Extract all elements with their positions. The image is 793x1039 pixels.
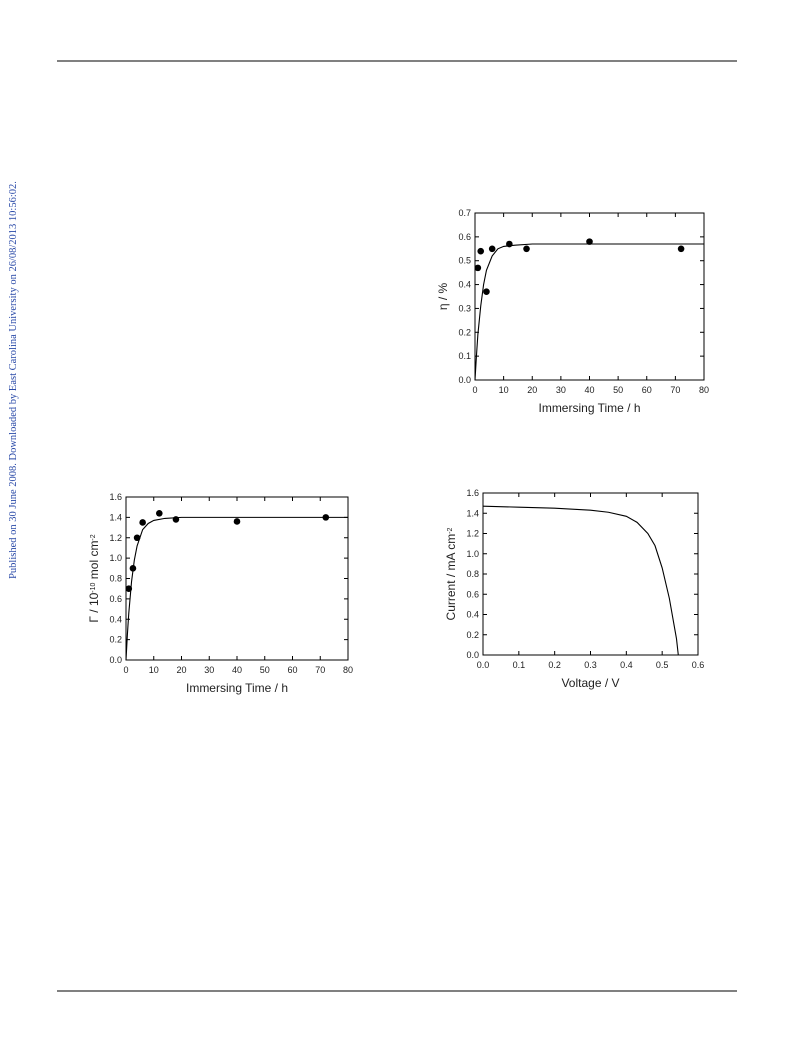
chart: 0.0 0.1 0.2 0.3 0.4 0.5 0.6 0.0 0.2 0.4 0.6 0.8 1.0 1… — [444, 488, 704, 690]
y-axis-label-part: Current / mA cm — [444, 534, 458, 621]
x-axis-label: Voltage / V — [561, 676, 619, 690]
data-point — [483, 288, 490, 296]
data-line — [474, 243, 704, 381]
y-tick-label: 0.4 — [109, 614, 122, 624]
x-tick-label: 60 — [287, 665, 297, 675]
x-tick-label: 0.1 — [513, 660, 526, 670]
side-note: Published on 30 June 2008. Downloaded by… — [8, 181, 19, 579]
data-point — [156, 510, 163, 517]
data-point — [474, 264, 482, 272]
x-tick-label: 0 — [123, 665, 128, 675]
x-tick-label: 80 — [343, 665, 353, 675]
y-tick-label: 0.8 — [109, 574, 122, 584]
data-point — [233, 518, 241, 525]
data-line — [482, 505, 679, 656]
y-tick-label: 0.8 — [466, 569, 479, 579]
data-line — [125, 516, 348, 661]
x-tick-label: 10 — [499, 385, 509, 395]
x-axis-label: Immersing Time / h — [538, 401, 640, 415]
y-tick-label: 1.2 — [466, 529, 479, 539]
x-tick-label: 0.0 — [477, 660, 490, 670]
x-tick-label: 50 — [260, 665, 270, 675]
x-tick-label: 80 — [699, 385, 709, 395]
x-tick-label: 0.5 — [656, 660, 669, 670]
x-tick-label: 70 — [315, 665, 325, 675]
y-tick-label: 0.6 — [466, 589, 479, 599]
y-tick-label: 0.5 — [458, 256, 471, 266]
y-tick-label: 0.0 — [109, 655, 122, 665]
y-tick-label: 1.0 — [466, 549, 479, 559]
data-point — [488, 245, 496, 253]
x-tick-label: 30 — [204, 665, 214, 675]
y-tick-label: 1.6 — [109, 492, 122, 502]
y-tick-label: 0.4 — [458, 280, 471, 290]
y-tick-label: 1.6 — [466, 488, 479, 498]
y-axis-label-part: Γ / 10 — [87, 592, 101, 622]
x-tick-label: 40 — [584, 385, 594, 395]
x-tick-label: 70 — [670, 385, 680, 395]
chart: 0 10 20 30 40 50 60 70 80 0.0 0.1 0.2 0.3 0.4 0.5 0.6 0.… — [436, 208, 709, 415]
y-tick-label: 0.0 — [466, 650, 479, 660]
y-axis-label-part: -2 — [447, 527, 454, 533]
y-tick-label: 0.2 — [466, 630, 479, 640]
y-axis-label: Current / mA cm-2 — [444, 527, 458, 620]
data-point — [677, 245, 685, 253]
x-axis-label: Immersing Time / h — [186, 681, 288, 695]
x-tick-label: 0 — [472, 385, 477, 395]
y-axis-label: Γ / 10-10 mol cm-2 — [87, 534, 101, 622]
y-tick-label: 1.0 — [109, 553, 122, 563]
y-tick-label: 1.2 — [109, 533, 122, 543]
y-tick-label: 0.0 — [458, 375, 471, 385]
y-tick-label: 0.6 — [458, 232, 471, 242]
y-axis-label-part: η / % — [436, 283, 450, 311]
x-tick-label: 40 — [232, 665, 242, 675]
y-axis-label-part: -10 — [90, 582, 97, 592]
x-tick-label: 0.2 — [548, 660, 561, 670]
data-point — [477, 247, 485, 255]
x-tick-label: 60 — [642, 385, 652, 395]
x-tick-label: 20 — [527, 385, 537, 395]
x-tick-label: 20 — [176, 665, 186, 675]
x-tick-label: 10 — [149, 665, 159, 675]
x-tick-label: 50 — [613, 385, 623, 395]
chart: 0 10 20 30 40 50 60 70 80 0.0 0.2 0.4 0.6 0.8 1.0 1.2 1.… — [87, 492, 353, 695]
x-tick-label: 30 — [556, 385, 566, 395]
y-tick-label: 0.2 — [458, 327, 471, 337]
y-tick-label: 0.3 — [458, 303, 471, 313]
y-tick-label: 1.4 — [109, 512, 122, 522]
y-tick-label: 0.6 — [109, 594, 122, 604]
y-axis-label: η / % — [436, 283, 450, 311]
y-tick-label: 0.2 — [109, 635, 122, 645]
y-axis-label-part: -2 — [90, 534, 97, 540]
plot-frame — [474, 212, 705, 381]
y-axis-label-part: mol cm — [87, 541, 101, 583]
data-point — [139, 519, 146, 526]
y-tick-label: 1.4 — [466, 508, 479, 518]
x-tick-label: 0.4 — [620, 660, 633, 670]
y-tick-label: 0.1 — [458, 351, 471, 361]
x-tick-label: 0.3 — [584, 660, 597, 670]
data-point — [586, 238, 593, 245]
y-tick-label: 0.4 — [466, 610, 479, 620]
x-tick-label: 0.6 — [692, 660, 705, 670]
y-tick-label: 0.7 — [458, 208, 471, 218]
data-point — [523, 245, 530, 253]
plot-frame — [482, 492, 699, 656]
